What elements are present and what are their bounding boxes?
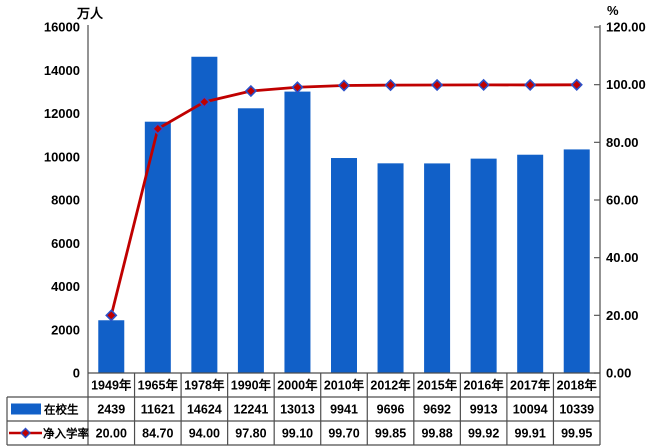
table-year-cell: 2000年 (277, 378, 318, 393)
right-axis-unit-label: % (607, 3, 619, 18)
left-axis-tick-label: 16000 (44, 20, 80, 35)
table-year-cell: 1978年 (184, 378, 225, 393)
line-marker-2016年 (477, 78, 490, 92)
right-axis-tick-label: 120.00 (606, 20, 646, 35)
line-marker-2000年 (291, 81, 304, 94)
line-marker-1990年 (244, 84, 258, 98)
table-year-cell: 1965年 (138, 378, 179, 393)
line-marker-2017年 (524, 78, 537, 92)
table-value-cell-enrollment: 2439 (97, 403, 125, 417)
left-axis-tick-label: 2000 (51, 322, 80, 337)
table-year-cell: 2018年 (557, 378, 598, 393)
bar-2018年 (563, 149, 590, 373)
bar-2000年 (284, 91, 311, 373)
table-value-cell-enrollment: 9696 (377, 403, 405, 417)
line-marker-2018年 (570, 78, 583, 91)
legend-label-rate: 净入学率 (43, 427, 89, 441)
table-year-cell: 2017年 (510, 378, 551, 393)
table-year-cell: 2016年 (463, 378, 504, 393)
left-axis-tick-label: 8000 (51, 193, 80, 208)
table-value-cell-rate: 99.95 (561, 427, 592, 441)
legend-swatch-marker (20, 427, 31, 439)
line-marker-2012年 (384, 78, 397, 92)
bar-1965年 (144, 121, 171, 373)
table-year-cell: 2015年 (417, 378, 458, 393)
bar-2012年 (377, 163, 404, 373)
left-axis-tick-label: 14000 (44, 63, 80, 78)
left-axis-tick-label: 12000 (44, 106, 80, 121)
table-value-cell-enrollment: 14624 (187, 403, 222, 417)
left-axis-tick-label: 6000 (51, 236, 80, 251)
table-value-cell-rate: 99.88 (421, 427, 452, 441)
left-axis-tick-label: 10000 (44, 149, 80, 164)
bar-2015年 (424, 163, 451, 373)
bar-2016年 (470, 158, 497, 373)
legend-swatch-bar (11, 403, 41, 415)
table-value-cell-enrollment: 12241 (234, 403, 269, 417)
table-value-cell-enrollment: 11621 (141, 403, 175, 417)
right-axis-tick-label: 100.00 (606, 77, 646, 92)
left-axis-tick-label: 0 (73, 366, 80, 381)
table-value-cell-rate: 99.85 (375, 427, 406, 441)
left-axis-unit-label: 万人 (77, 6, 104, 21)
table-value-cell-enrollment: 13013 (280, 403, 315, 417)
table-value-cell-rate: 99.92 (468, 427, 499, 441)
right-axis-tick-label: 0.00 (606, 366, 631, 381)
table-year-cell: 1990年 (231, 378, 272, 393)
legend-label-enrollment: 在校生 (44, 403, 79, 417)
right-axis-tick-label: 20.00 (606, 308, 639, 323)
left-axis-tick-label: 4000 (51, 279, 80, 294)
bar-1949年 (98, 320, 125, 373)
bar-1990年 (237, 108, 264, 373)
table-value-cell-enrollment: 10339 (559, 403, 594, 417)
table-value-cell-enrollment: 9941 (330, 403, 358, 417)
table-value-cell-enrollment: 10094 (513, 403, 548, 417)
table-value-cell-rate: 99.10 (282, 427, 313, 441)
bar-2010年 (331, 158, 357, 373)
line-marker-2015年 (430, 78, 444, 92)
right-axis-tick-label: 60.00 (606, 193, 639, 208)
table-value-cell-rate: 94.00 (189, 427, 220, 441)
line-marker-2010年 (337, 79, 351, 92)
line-marker-1949年 (105, 309, 118, 322)
table-value-cell-rate: 99.91 (515, 427, 546, 441)
table-year-cell: 2012年 (370, 378, 411, 393)
table-year-cell: 2010年 (324, 378, 365, 393)
right-axis-tick-label: 80.00 (606, 135, 639, 150)
table-value-cell-enrollment: 9692 (423, 403, 451, 417)
table-value-cell-rate: 97.80 (235, 427, 266, 441)
table-year-cell: 1949年 (91, 378, 132, 393)
line-marker-1978年 (198, 95, 211, 109)
bar-1978年 (191, 56, 218, 373)
table-value-cell-rate: 20.00 (96, 427, 127, 441)
right-axis-tick-label: 40.00 (606, 250, 639, 265)
table-value-cell-rate: 84.70 (142, 427, 173, 441)
line-marker-1965年 (151, 122, 164, 135)
bar-2017年 (517, 154, 544, 373)
table-value-cell-rate: 99.70 (328, 427, 359, 441)
table-value-cell-enrollment: 9913 (470, 403, 498, 417)
